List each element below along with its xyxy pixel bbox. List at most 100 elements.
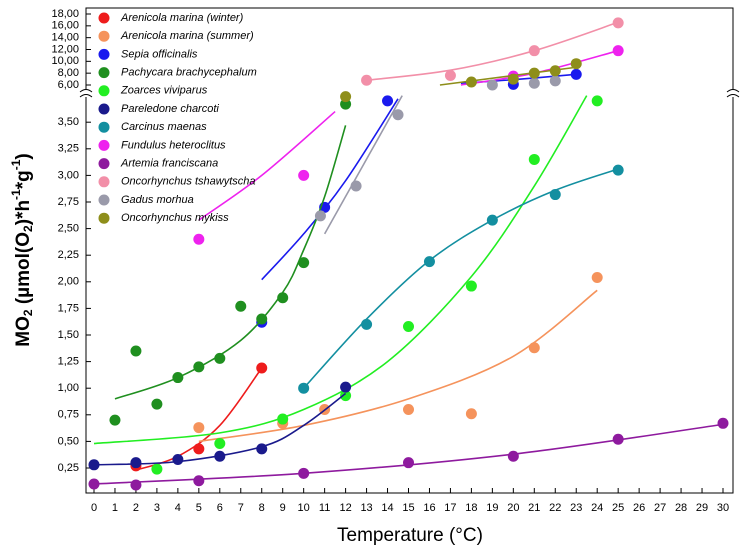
- data-point: [340, 91, 352, 103]
- break-mark: [79, 89, 740, 98]
- x-tick-label: 3: [154, 502, 160, 514]
- fit-curve: [135, 367, 263, 471]
- y-axis-title-part: -1: [9, 189, 23, 200]
- fit-curve: [366, 21, 619, 82]
- y-axis-title-part: 2: [21, 225, 35, 232]
- data-point: [392, 109, 404, 121]
- fit-curve: [93, 95, 588, 445]
- y-tick-label: 16,00: [51, 20, 79, 32]
- legend-label: Fundulus heteroclitus: [121, 139, 226, 151]
- legend-label: Arenicola marina (summer): [120, 30, 254, 42]
- y-tick-label: 1,75: [58, 302, 79, 314]
- data-point: [382, 95, 394, 107]
- data-point: [172, 453, 184, 465]
- data-point: [717, 417, 729, 429]
- legend-marker: [98, 158, 110, 170]
- data-point: [465, 408, 477, 420]
- data-point: [591, 95, 603, 107]
- data-point: [486, 214, 498, 226]
- data-point: [423, 256, 435, 268]
- data-point: [130, 457, 142, 469]
- legend-label: Zoarces viviparus: [120, 85, 208, 97]
- y-axis-title-part: (µmol(O: [13, 232, 34, 309]
- data-point: [528, 67, 540, 79]
- x-tick-label: 8: [259, 502, 265, 514]
- data-point: [549, 189, 561, 201]
- x-tick-label: 7: [238, 502, 244, 514]
- y-tick-label: 2,00: [58, 276, 79, 288]
- y-tick-label: 3,00: [58, 169, 79, 181]
- legend-marker: [98, 12, 110, 24]
- y-tick-label: 2,50: [58, 223, 79, 235]
- legend-label: Carcinus maenas: [121, 121, 207, 133]
- data-point: [151, 463, 163, 475]
- data-point: [403, 457, 414, 469]
- data-point: [612, 164, 624, 176]
- y-tick-label: 1,50: [58, 329, 79, 341]
- y-tick-label: 3,25: [58, 143, 79, 155]
- x-tick-label: 25: [612, 502, 624, 514]
- y-tick-label: 1,00: [58, 382, 79, 394]
- fit-curve: [303, 168, 619, 389]
- data-point: [350, 180, 362, 192]
- y-axis-title-part: )*h: [13, 200, 34, 225]
- data-point: [256, 362, 268, 374]
- legend-marker: [98, 103, 110, 115]
- data-point: [549, 75, 561, 87]
- data-point: [591, 272, 603, 284]
- data-point: [172, 372, 184, 384]
- x-tick-label: 26: [633, 502, 645, 514]
- data-point: [277, 413, 289, 425]
- data-point: [528, 153, 540, 165]
- x-tick-label: 18: [465, 502, 477, 514]
- x-tick-label: 23: [570, 502, 582, 514]
- data-point: [256, 443, 268, 455]
- data-point: [486, 79, 498, 91]
- y-tick-label: 2,75: [58, 196, 79, 208]
- x-tick-label: 1: [112, 502, 118, 514]
- data-point: [109, 414, 121, 426]
- plot-frame: [85, 7, 734, 494]
- legend-label: Artemia franciscana: [120, 158, 218, 170]
- axis-break: [80, 89, 740, 97]
- data-point: [361, 74, 373, 86]
- data-point: [528, 77, 540, 89]
- x-tick-label: 12: [339, 502, 351, 514]
- x-tick-label: 13: [360, 502, 372, 514]
- data-point: [298, 169, 310, 181]
- data-point: [340, 381, 352, 393]
- fit-curve: [93, 392, 347, 466]
- legend-marker: [98, 212, 110, 224]
- x-tick-label: 16: [423, 502, 435, 514]
- data-point: [193, 443, 205, 455]
- data-point: [570, 58, 582, 70]
- x-tick-label: 19: [486, 502, 498, 514]
- x-tick-label: 2: [133, 502, 139, 514]
- x-tick-label: 27: [654, 502, 666, 514]
- legend-label: Pachycara brachycephalum: [121, 67, 257, 79]
- data-point: [298, 257, 310, 269]
- y-axis-title-part: ): [13, 153, 34, 159]
- y-tick-label: 10,00: [51, 55, 79, 67]
- x-tick-label: 9: [280, 502, 286, 514]
- x-tick-label: 4: [175, 502, 181, 514]
- legend-label: Pareledone charcoti: [121, 103, 219, 115]
- data-point: [361, 318, 373, 330]
- legend-marker: [98, 85, 110, 97]
- x-tick-label: 15: [402, 502, 414, 514]
- data-point: [314, 210, 326, 222]
- data-point: [612, 45, 624, 57]
- y-tick-label: 1,25: [58, 356, 79, 368]
- y-tick-label: 14,00: [51, 32, 79, 44]
- x-tick-label: 24: [591, 502, 603, 514]
- data-point: [612, 17, 624, 29]
- fit-curve: [198, 289, 598, 443]
- x-tick-label: 10: [298, 502, 310, 514]
- data-point: [444, 70, 456, 82]
- legend-label: Gadus morhua: [121, 194, 194, 206]
- x-tick-label: 14: [381, 502, 393, 514]
- legend-marker: [98, 139, 110, 151]
- data-point: [193, 422, 205, 434]
- data-point: [214, 450, 226, 462]
- y-tick-label: 6,00: [58, 79, 79, 91]
